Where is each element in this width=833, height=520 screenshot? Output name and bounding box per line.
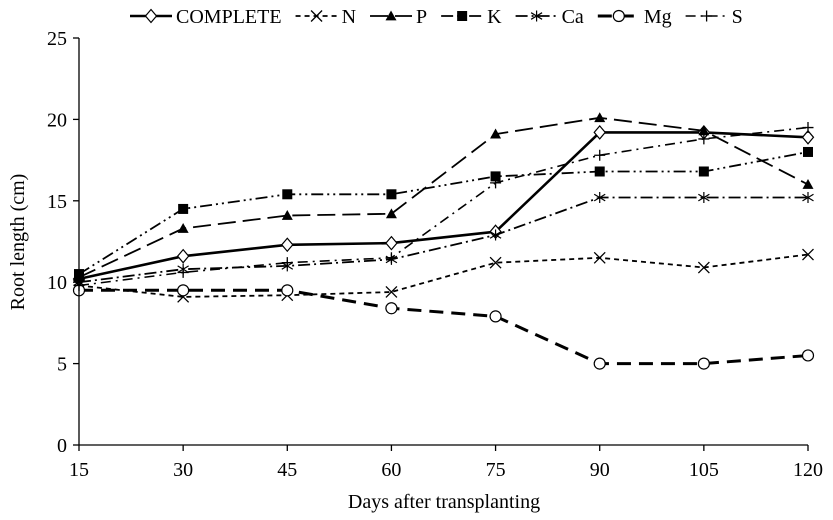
data-point-p [385,208,397,219]
data-point-p [698,125,710,136]
data-point-s [281,257,293,269]
legend-marker [144,8,158,24]
data-point-s [385,252,397,264]
x-tick-label: 105 [689,459,719,481]
data-point-n [593,251,606,264]
data-point-mg [801,349,815,362]
legend: COMPLETE N P K Ca Mg S [130,6,743,28]
data-point-n [489,256,502,269]
data-point-mg [177,284,190,297]
data-point-k [178,203,189,214]
y-tick-label: 10 [47,272,67,294]
x-axis-title: Days after transplanting [348,491,540,513]
y-tick-label: 5 [57,354,67,376]
data-point-s [698,133,710,145]
series-line-s [78,126,809,287]
legend-item-mg: Mg [597,6,672,28]
data-point-s [490,177,502,189]
data-point-mg [489,310,502,323]
y-tick-label: 25 [47,28,67,50]
y-axis-title: Root length (cm) [7,174,29,311]
legend-item-k: K [441,6,502,28]
data-point-k [282,189,293,200]
data-point-s [802,122,814,134]
data-point-mg [697,357,710,370]
data-point-k [803,146,813,157]
legend-label: K [487,6,502,28]
series-line-k [78,151,809,275]
legend-marker [701,10,713,22]
legend-item-complete: COMPLETE [130,6,282,28]
data-point-mg [281,284,294,297]
data-point-s [594,149,606,161]
data-point-p [594,112,606,123]
legend-marker [530,10,543,22]
data-point-complete [176,248,190,264]
series-line-p [78,116,809,279]
axes: 0 5 10 15 20 25 15 30 45 60 75 90 105 120 [47,28,823,481]
data-point-k [594,166,605,177]
data-point-ca [802,192,814,204]
data-point-p [177,222,189,233]
y-tick-label: 15 [47,191,67,213]
x-tick-label: 15 [69,459,89,481]
legend-marker [310,10,323,22]
legend-marker [457,11,468,21]
legend-label: Mg [644,6,672,28]
data-point-k [698,166,709,177]
legend-label: P [416,6,427,28]
data-point-mg [593,357,606,370]
x-tick-label: 75 [486,459,506,481]
series-line-mg [79,288,809,366]
data-point-s [177,266,189,278]
data-point-p [490,128,502,139]
y-tick-label: 0 [57,435,67,457]
plot-area [72,112,815,370]
series-line-n [78,253,809,298]
data-point-complete [593,124,607,140]
x-tick-label: 30 [173,459,193,481]
data-point-k [386,189,397,200]
data-point-n [385,286,398,298]
y-tick-label: 20 [47,109,67,131]
x-tick-label: 120 [793,459,823,481]
x-tick-label: 90 [590,459,610,481]
data-point-k [490,171,501,182]
legend-label: S [732,6,743,28]
data-point-complete [801,129,815,145]
data-point-n [802,248,814,261]
data-point-p [281,209,293,220]
series-line-ca [78,196,808,284]
data-point-p [802,179,814,189]
series-line-complete [78,131,809,281]
data-point-ca [489,229,502,241]
legend-item-p: P [370,6,427,28]
legend-item-s: S [685,6,743,28]
legend-label: N [342,6,356,28]
legend-marker [612,9,625,23]
legend-item-ca: Ca [515,6,584,28]
legend-item-n: N [295,6,356,28]
data-point-n [697,261,710,274]
legend-label: Ca [562,6,584,28]
x-tick-label: 60 [381,459,401,481]
data-point-complete [280,237,294,253]
data-point-mg [385,302,398,315]
data-point-ca [698,192,710,204]
legend-marker [385,10,397,21]
data-point-ca [593,192,606,204]
legend-label: COMPLETE [176,6,282,28]
data-point-complete [385,235,398,251]
x-tick-label: 45 [277,459,297,481]
